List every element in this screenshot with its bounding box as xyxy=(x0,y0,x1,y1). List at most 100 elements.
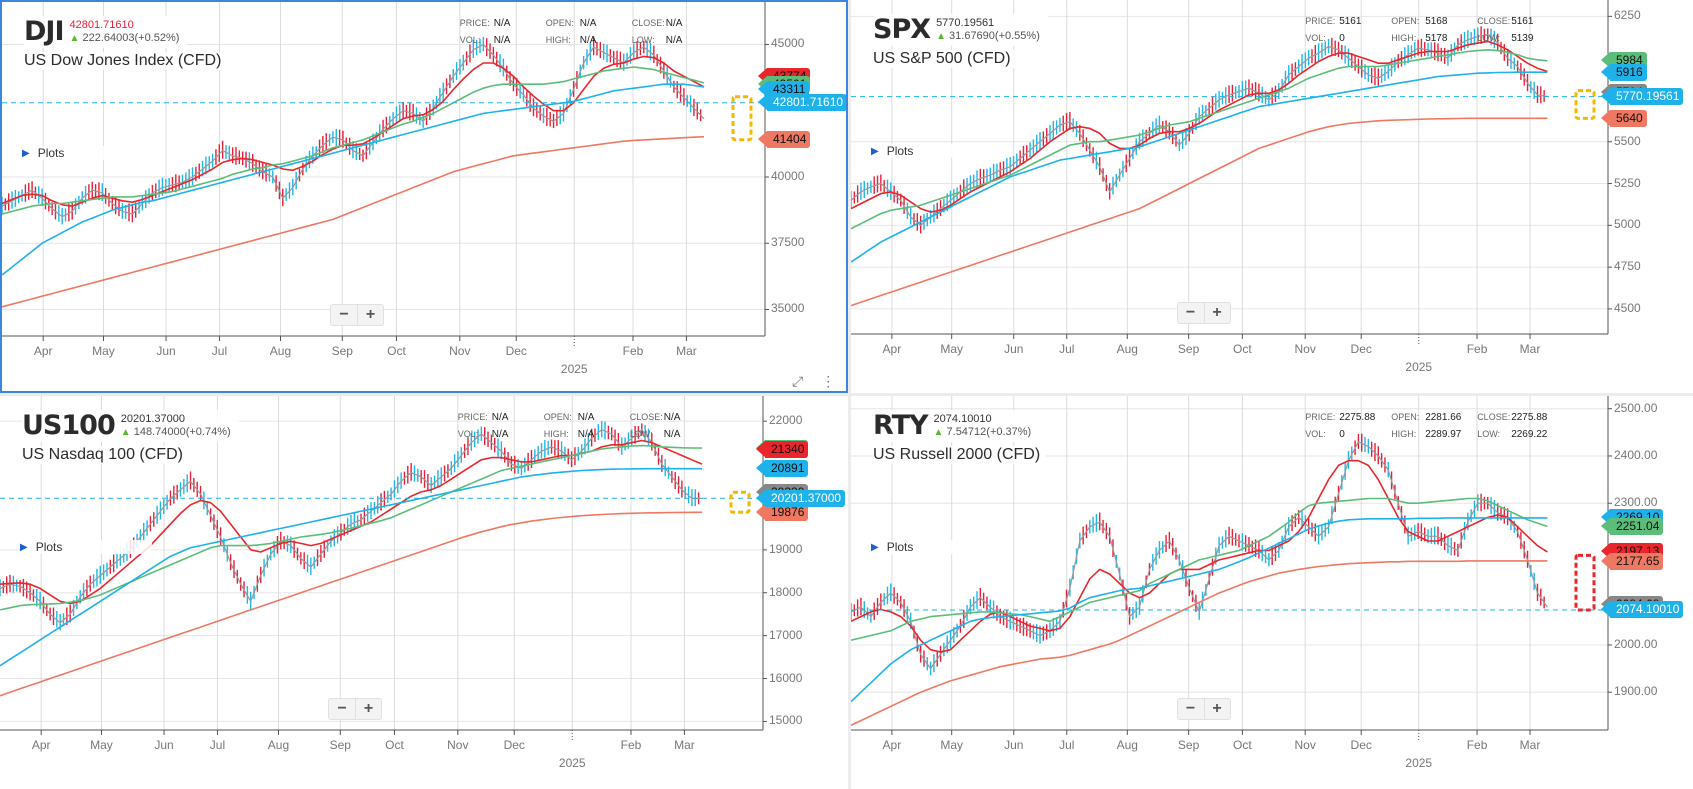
chart-canvas[interactable] xyxy=(851,0,1693,393)
x-tick-label: Oct xyxy=(1233,738,1252,752)
price-change: ▲ 148.74000(+0.74%) xyxy=(121,426,231,439)
y-tick-label: 5250 xyxy=(1614,175,1641,190)
zoom-out-button[interactable]: − xyxy=(339,306,349,323)
zoom-controls: − + xyxy=(1176,698,1231,720)
zoom-out-button[interactable]: − xyxy=(337,700,347,717)
close-value: N/A xyxy=(665,18,683,29)
symbol-label: DJI xyxy=(24,16,65,47)
x-tick-label: May xyxy=(92,344,115,358)
x-tick-label: Jun xyxy=(154,738,174,752)
instrument-name: US Russell 2000 (CFD) xyxy=(873,446,1047,464)
last-price: 20201.37000 xyxy=(120,413,185,425)
x-tick-label: Mar xyxy=(676,344,697,358)
high-label: HIGH: xyxy=(543,429,569,439)
series-ma-green xyxy=(851,48,1548,230)
plots-toggle[interactable]: ▶ Plots xyxy=(20,540,153,554)
price-value: N/A xyxy=(493,18,511,29)
open-value: 5168 xyxy=(1425,16,1448,27)
low-value: N/A xyxy=(663,429,681,440)
series-ma-green xyxy=(2,66,705,215)
zoom-out-button[interactable]: − xyxy=(1185,304,1196,321)
vol-label: VOL: xyxy=(1305,429,1326,439)
x-tick-label: Jul xyxy=(209,738,226,752)
x-tick-label: Jul xyxy=(1059,738,1075,752)
indicator-price-tag: 41404 xyxy=(757,131,811,149)
low-label: LOW: xyxy=(1477,429,1501,439)
more-options-icon[interactable]: ⋮ xyxy=(821,373,836,389)
series-ma-blue xyxy=(851,517,1548,703)
series-ma-red xyxy=(851,459,1548,653)
expand-triangle-icon: ▶ xyxy=(20,541,28,553)
vol-label: VOL: xyxy=(457,429,479,439)
high-label: HIGH: xyxy=(545,35,571,45)
zoom-in-button[interactable]: + xyxy=(357,305,383,325)
price-change: ▲ 222.64003(+0.52%) xyxy=(70,32,180,45)
series-ma-blue xyxy=(851,71,1548,263)
plots-label: Plots xyxy=(37,146,65,160)
gap-marker-box xyxy=(731,95,753,142)
zoom-controls: − + xyxy=(1176,302,1231,324)
x-tick-label: Feb xyxy=(1466,738,1488,752)
price-info: 20201.37000 ▲ 148.74000(+0.74%) xyxy=(121,413,231,439)
x-tick-label: Oct xyxy=(387,344,406,358)
x-tick-label: Apr xyxy=(882,342,902,356)
ohlc-readout: PRICE: N/A OPEN: N/A CLOSE: N/A VOL: N/A HIG… xyxy=(460,18,706,46)
x-tick-label: May xyxy=(90,738,113,752)
price-label: PRICE: xyxy=(1305,412,1336,422)
x-tick-label: Dec xyxy=(1350,738,1372,752)
chart-panel-dji[interactable]: DJI 42801.71610 ▲ 222.64003(+0.52%) US D… xyxy=(0,0,848,393)
x-tick-label: Apr xyxy=(882,738,902,752)
instrument-name: US Dow Jones Index (CFD) xyxy=(24,52,228,70)
current-price-tag: 42801.71610 xyxy=(757,94,846,112)
price-info: 5770.19561 ▲ 31.67690(+0.55%) xyxy=(936,17,1040,43)
ohlc-readout: PRICE: N/A OPEN: N/A CLOSE: N/A VOL: N/A HIG… xyxy=(458,412,704,440)
plots-toggle[interactable]: ▶ Plots xyxy=(22,146,155,160)
x-tick-label: Feb xyxy=(620,738,642,752)
symbol-label: RTY xyxy=(873,410,929,441)
high-label: HIGH: xyxy=(1391,429,1417,439)
zoom-in-button[interactable]: + xyxy=(355,699,381,719)
instrument-name: US S&P 500 (CFD) xyxy=(873,50,1017,68)
zoom-in-button[interactable]: + xyxy=(1203,303,1230,323)
chart-panel-us100[interactable]: US100 20201.37000 ▲ 148.74000(+0.74%) US… xyxy=(0,396,848,789)
zoom-in-button[interactable]: + xyxy=(1203,699,1230,719)
change-value: 222.64003(+0.52%) xyxy=(82,32,180,44)
x-year-label: 2025 xyxy=(560,362,588,376)
y-tick-label: 6250 xyxy=(1614,8,1641,23)
last-price: 5770.19561 xyxy=(936,17,995,29)
zoom-out-button[interactable]: − xyxy=(1185,700,1196,717)
chart-panel-rty[interactable]: RTY 2074.10010 ▲ 7.54712(+0.37%) US Russ… xyxy=(851,396,1693,789)
indicator-price-tag: 5640 xyxy=(1601,109,1647,127)
close-label: CLOSE: xyxy=(631,18,665,28)
panel-actions: ⤢ ⋮ xyxy=(792,373,835,390)
open-label: OPEN: xyxy=(543,412,572,422)
y-tick-label: 18000 xyxy=(769,584,803,599)
x-year-label: 2025 xyxy=(558,756,586,770)
plots-toggle[interactable]: ▶ Plots xyxy=(871,540,1004,554)
symbol-header: SPX 5770.19561 ▲ 31.67690(+0.55%) xyxy=(873,14,1048,46)
x-tick-label: Aug xyxy=(267,738,290,752)
x-year-label: 2025 xyxy=(1405,360,1433,374)
price-info: 2074.10010 ▲ 7.54712(+0.37%) xyxy=(934,413,1032,439)
series-ma-salmon xyxy=(0,511,702,697)
symbol-header: DJI 42801.71610 ▲ 222.64003(+0.52%) xyxy=(24,16,188,48)
change-value: 7.54712(+0.37%) xyxy=(946,426,1032,438)
low-value: 5139 xyxy=(1511,33,1534,44)
expand-icon[interactable]: ⤢ xyxy=(792,373,804,389)
chart-canvas[interactable] xyxy=(0,396,848,789)
open-label: OPEN: xyxy=(1391,16,1420,26)
zoom-controls: − + xyxy=(328,698,383,720)
x-tick-label: Nov xyxy=(449,344,471,358)
y-tick-label: 40000 xyxy=(771,168,805,183)
y-tick-label: 5000 xyxy=(1614,217,1641,232)
up-arrow-icon: ▲ xyxy=(69,33,80,44)
x-tick-label: Dec xyxy=(1350,342,1372,356)
open-value: 2281.66 xyxy=(1425,412,1462,423)
high-value: 5178 xyxy=(1425,33,1448,44)
series-ma-salmon xyxy=(851,560,1548,727)
chart-panel-spx[interactable]: SPX 5770.19561 ▲ 31.67690(+0.55%) US S&P… xyxy=(851,0,1693,393)
chart-canvas[interactable] xyxy=(851,396,1693,789)
plots-toggle[interactable]: ▶ Plots xyxy=(871,144,1004,158)
y-tick-label: 4750 xyxy=(1614,259,1641,274)
